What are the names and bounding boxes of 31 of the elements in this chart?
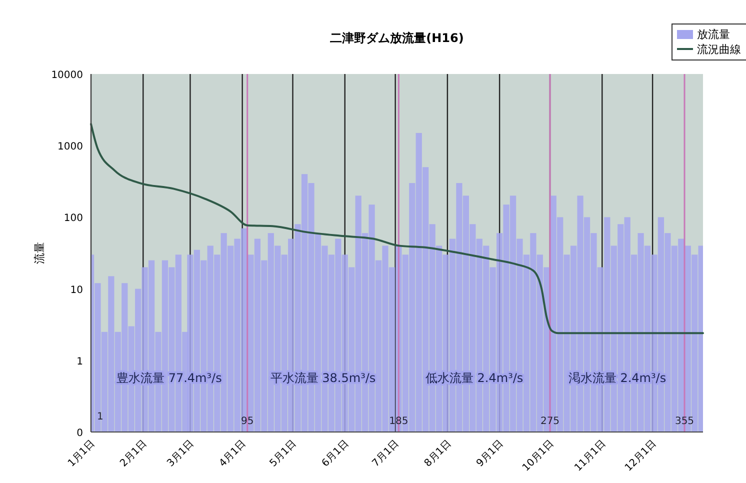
x-tick-label: 11月1日 [572,438,608,474]
annotation: 渇水流量 2.4m³/s [568,371,666,385]
x-tick-label: 8月1日 [422,438,454,470]
ref-line-label: 95 [240,416,254,427]
x-tick-label: 3月1日 [165,438,196,470]
legend-label: 放流量 [697,28,730,41]
y-tick-label: 10000 [51,70,83,81]
x-tick-label: 7月1日 [370,438,402,470]
line-series [90,123,704,334]
ref-line-label: 355 [674,416,694,427]
y-tick-label: 1 [76,356,83,368]
y-axis-title: 流量 [33,242,46,264]
ref-line-label: 275 [540,416,560,427]
x-tick-label: 2月1日 [118,438,150,470]
x-tick-label: 6月1日 [320,438,351,470]
x-tick-label: 5月1日 [268,438,299,470]
x-tick-label: 12月1日 [623,438,659,474]
chart-title: 二津野ダム放流量(H16) [330,31,464,45]
legend-label: 流況曲線 [697,43,741,56]
annotation: 豊水流量 77.4m³/s [116,371,222,385]
x-tick-label: 4月1日 [218,438,248,470]
annotation: 平水流量 38.5m³/s [270,371,376,385]
x-tick-label: 1月1日 [66,438,98,470]
y-tick-label: 0 [76,428,83,439]
x-tick-label: 9月1日 [474,438,506,470]
x-tick-label: 10月1日 [520,438,556,474]
annotation: 1 [97,411,104,422]
y-tick-label: 10 [70,284,83,296]
annotation: 低水流量 2.4m³/s [425,371,524,385]
y-tick-label: 1000 [58,142,83,153]
y-tick-label: 100 [64,213,83,224]
